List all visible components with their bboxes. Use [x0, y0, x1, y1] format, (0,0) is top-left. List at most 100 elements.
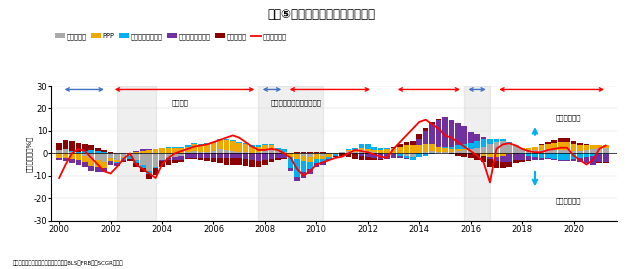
Bar [294, 153, 300, 154]
Bar [346, 153, 351, 157]
Bar [372, 147, 377, 150]
Bar [230, 151, 235, 153]
Bar [577, 143, 583, 146]
Bar [449, 120, 454, 147]
Bar [352, 150, 358, 152]
Bar [314, 159, 319, 164]
Bar [211, 143, 216, 151]
Bar [481, 139, 486, 147]
Bar [545, 150, 550, 153]
Bar [82, 151, 87, 153]
Bar [462, 153, 467, 157]
Bar [121, 158, 126, 160]
Bar [230, 158, 235, 165]
Bar [359, 148, 364, 150]
Bar [269, 146, 274, 149]
Bar [539, 153, 544, 158]
Bar [462, 144, 467, 149]
Bar [159, 160, 165, 161]
Bar [114, 153, 120, 160]
Bar [417, 153, 422, 157]
Bar [352, 148, 358, 150]
Bar [76, 152, 81, 153]
Bar [500, 141, 505, 153]
Bar [552, 140, 557, 143]
Bar [224, 150, 229, 153]
Bar [320, 152, 325, 153]
Bar [430, 124, 435, 144]
Bar [301, 172, 306, 178]
Bar [494, 161, 499, 168]
Bar [114, 160, 120, 162]
Bar [397, 155, 403, 158]
Bar [397, 147, 403, 153]
Bar [269, 144, 274, 146]
Bar [217, 158, 222, 164]
Bar [597, 153, 602, 154]
Bar [513, 153, 518, 160]
Bar [192, 144, 197, 151]
Bar [481, 136, 486, 139]
Bar [140, 165, 145, 168]
Bar [153, 168, 158, 175]
Bar [372, 150, 377, 152]
Bar [532, 147, 538, 150]
Bar [211, 153, 216, 158]
Bar [320, 153, 325, 155]
Bar [282, 149, 287, 152]
Bar [237, 152, 242, 153]
Bar [404, 146, 409, 153]
Bar [63, 140, 68, 149]
Bar [140, 153, 145, 165]
Bar [333, 153, 338, 154]
Bar [462, 150, 467, 153]
Bar [262, 150, 267, 153]
Bar [436, 120, 441, 147]
Bar [423, 153, 428, 155]
Bar [166, 158, 171, 160]
Bar [258, 86, 323, 221]
Bar [404, 142, 409, 146]
Bar [558, 160, 563, 161]
Bar [198, 158, 203, 160]
Bar [256, 153, 261, 161]
Bar [159, 153, 165, 160]
Bar [314, 154, 319, 159]
Bar [249, 160, 255, 167]
Bar [378, 150, 383, 153]
Bar [327, 159, 332, 160]
Bar [475, 148, 480, 153]
Bar [410, 146, 415, 153]
Bar [545, 144, 550, 150]
Bar [185, 153, 190, 158]
Bar [455, 123, 460, 146]
Text: 〈量：マネタリーベース〉: 〈量：マネタリーベース〉 [270, 100, 322, 106]
Bar [230, 140, 235, 141]
Bar [217, 153, 222, 158]
Bar [121, 160, 126, 161]
Bar [224, 140, 229, 150]
Bar [134, 153, 139, 160]
Bar [243, 144, 248, 152]
Bar [108, 158, 113, 161]
Bar [423, 152, 428, 153]
Bar [140, 168, 145, 172]
Bar [468, 153, 473, 158]
Bar [372, 158, 377, 160]
Bar [63, 158, 68, 161]
Bar [372, 153, 377, 158]
Bar [603, 154, 608, 162]
Bar [307, 169, 312, 174]
Text: 円安・ドル高: 円安・ドル高 [556, 114, 581, 121]
Bar [185, 146, 190, 147]
Bar [391, 153, 396, 154]
Text: （出所：財務省、総務省、日本銀行、BLS、FRBよりSCGR作成）: （出所：財務省、総務省、日本銀行、BLS、FRBよりSCGR作成） [13, 261, 123, 266]
Bar [365, 157, 370, 160]
Bar [243, 159, 248, 166]
Bar [294, 152, 300, 153]
Bar [147, 153, 152, 171]
Bar [198, 153, 203, 158]
Bar [172, 147, 177, 148]
Bar [166, 153, 171, 158]
Bar [603, 153, 608, 154]
